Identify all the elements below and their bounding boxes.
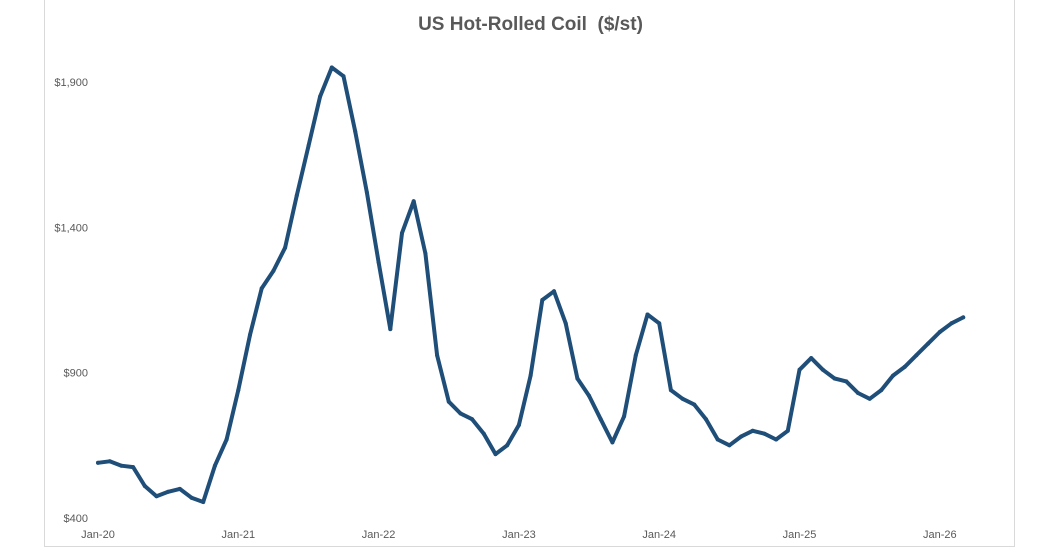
data-point xyxy=(528,373,533,378)
data-point xyxy=(493,452,498,457)
data-point xyxy=(446,399,451,404)
data-point xyxy=(856,391,860,395)
data-point xyxy=(154,494,159,499)
data-point xyxy=(294,193,299,198)
data-point xyxy=(353,129,358,134)
data-point xyxy=(552,289,556,294)
data-point xyxy=(692,402,697,407)
data-point xyxy=(657,321,662,326)
data-point xyxy=(107,459,112,464)
data-point xyxy=(458,411,463,416)
data-point xyxy=(376,260,381,265)
data-point xyxy=(96,460,100,465)
chart-title: US Hot-Rolled Coil ($/st) xyxy=(418,14,643,35)
x-tick-label: Jan-21 xyxy=(221,529,255,541)
data-point xyxy=(177,486,182,491)
data-point xyxy=(516,423,521,427)
data-point xyxy=(423,251,428,256)
data-point xyxy=(879,388,884,393)
data-point xyxy=(727,443,732,448)
data-point xyxy=(774,437,779,442)
data-point xyxy=(820,367,825,372)
price-series-line xyxy=(96,65,966,504)
data-point xyxy=(797,367,802,372)
data-point xyxy=(505,443,510,448)
data-point xyxy=(236,388,241,393)
x-tick-label: Jan-26 xyxy=(923,529,957,541)
data-point xyxy=(411,199,416,204)
data-point xyxy=(610,440,615,445)
x-tick-label: Jan-23 xyxy=(502,529,536,541)
y-tick-label: $1,400 xyxy=(54,222,88,234)
data-point xyxy=(212,463,217,468)
y-tick-label: $400 xyxy=(64,513,88,525)
data-point xyxy=(470,417,475,422)
y-tick-label: $900 xyxy=(64,368,88,380)
x-tick-label: Jan-22 xyxy=(362,529,396,541)
data-point xyxy=(762,431,767,436)
data-point xyxy=(587,393,592,398)
data-point xyxy=(633,353,638,358)
data-point xyxy=(914,353,919,358)
data-point xyxy=(131,465,136,470)
data-point xyxy=(937,330,942,334)
x-tick-label: Jan-25 xyxy=(783,529,817,541)
x-tick-label: Jan-24 xyxy=(642,529,676,541)
data-point xyxy=(844,379,849,384)
data-point xyxy=(540,298,545,302)
data-point xyxy=(248,332,252,337)
data-point xyxy=(271,268,276,273)
x-axis: Jan-20 Jan-21 Jan-22 Jan-23 Jan-24 Jan-25 Jan-… xyxy=(81,529,956,541)
series-layer xyxy=(96,65,966,504)
data-point xyxy=(388,327,393,332)
data-point xyxy=(785,428,790,433)
data-point xyxy=(926,341,931,346)
data-point xyxy=(481,431,486,436)
data-point xyxy=(891,373,895,378)
data-point xyxy=(259,286,264,291)
data-point xyxy=(598,417,603,422)
data-point xyxy=(119,463,124,468)
y-axis: $400 $900 $1,400 $1,900 xyxy=(54,77,88,525)
data-point xyxy=(341,74,346,79)
data-point xyxy=(400,231,404,236)
data-point xyxy=(283,245,288,250)
data-point xyxy=(961,315,966,320)
data-point xyxy=(704,417,708,422)
data-point xyxy=(622,414,627,419)
data-point xyxy=(318,94,323,99)
data-point xyxy=(715,437,720,442)
y-tick-label: $1,900 xyxy=(54,77,88,89)
x-tick-label: Jan-20 xyxy=(81,529,115,541)
data-point xyxy=(201,500,206,504)
data-point xyxy=(902,364,907,369)
data-point xyxy=(563,321,568,326)
data-point xyxy=(867,396,872,401)
data-point xyxy=(142,484,147,488)
data-point xyxy=(949,321,954,326)
data-point xyxy=(575,376,580,381)
data-point xyxy=(306,143,311,148)
data-point xyxy=(809,356,814,361)
data-point xyxy=(668,388,673,393)
data-point xyxy=(750,428,755,433)
data-point xyxy=(189,495,194,500)
data-point xyxy=(832,376,837,381)
data-point xyxy=(166,489,171,494)
data-point xyxy=(329,65,334,70)
data-point xyxy=(364,190,369,195)
data-point xyxy=(645,312,650,317)
data-point xyxy=(739,434,743,439)
data-point xyxy=(435,353,440,358)
data-point xyxy=(680,396,685,401)
data-point xyxy=(224,437,229,442)
